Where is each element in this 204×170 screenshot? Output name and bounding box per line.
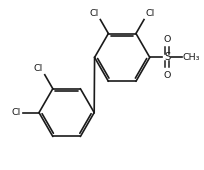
Text: O: O <box>164 35 171 44</box>
Text: S: S <box>164 52 171 62</box>
Text: O: O <box>164 71 171 80</box>
Text: Cl: Cl <box>34 64 43 73</box>
Text: Cl: Cl <box>90 9 99 18</box>
Text: CH₃: CH₃ <box>183 53 200 62</box>
Text: Cl: Cl <box>12 108 21 117</box>
Text: Cl: Cl <box>145 9 155 18</box>
